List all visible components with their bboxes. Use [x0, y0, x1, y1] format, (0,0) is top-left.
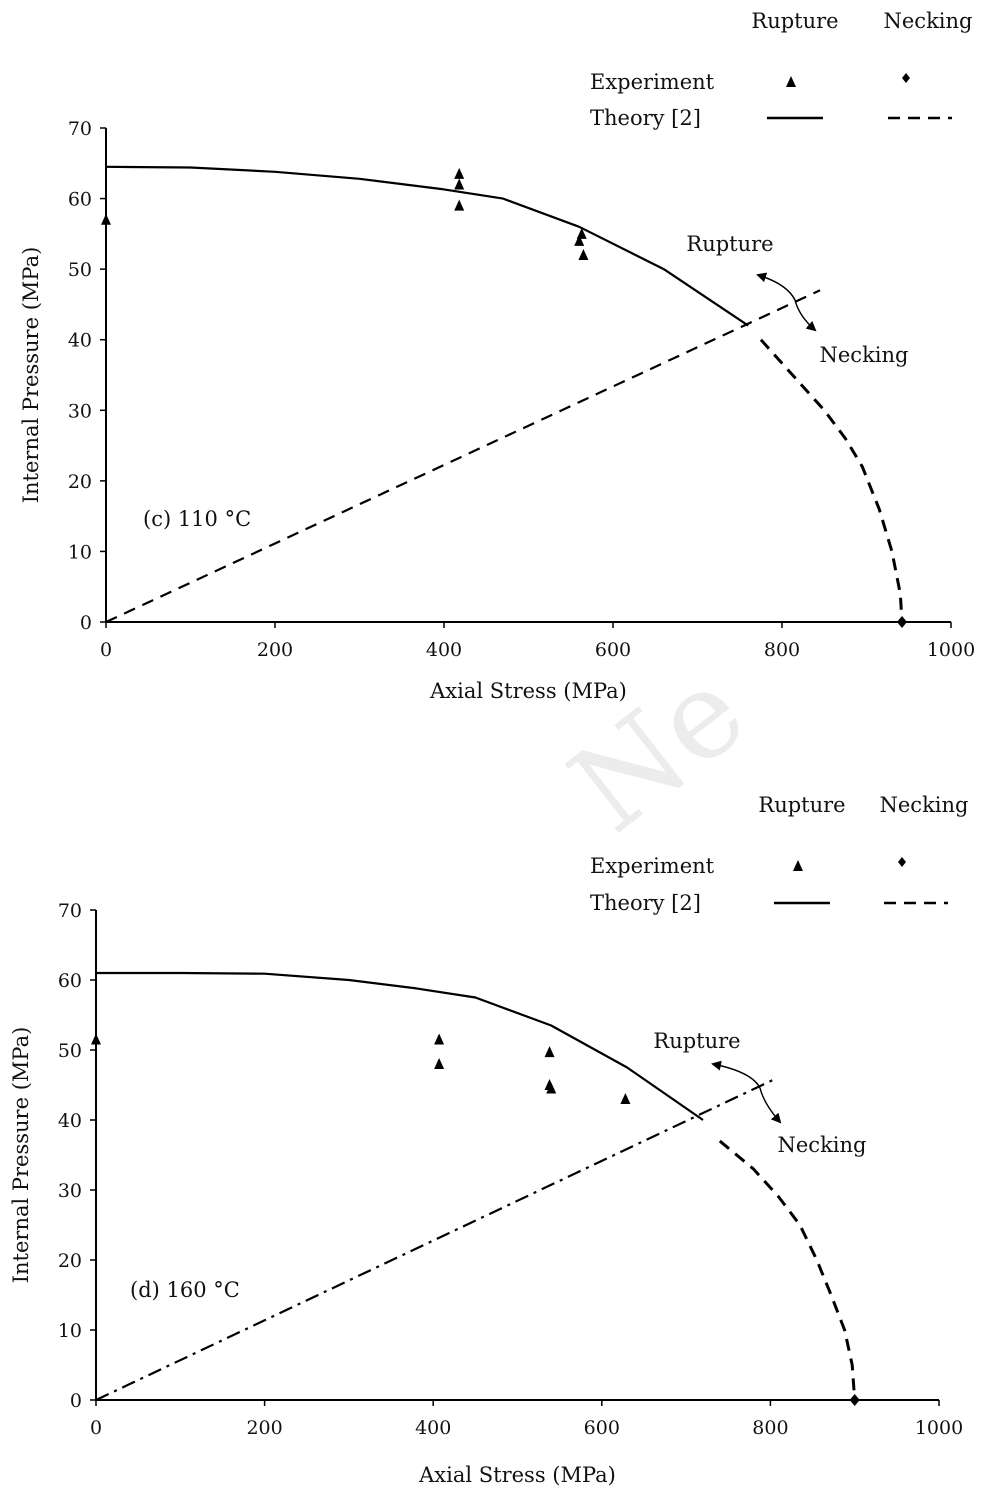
x-axis-label: Axial Stress (MPa)	[418, 1463, 616, 1487]
x-axis-label: Axial Stress (MPa)	[429, 679, 627, 703]
y-tick-label: 70	[58, 900, 82, 922]
rupture-point	[620, 1093, 631, 1104]
y-tick-label: 0	[80, 612, 92, 634]
necking-arrow	[794, 299, 817, 332]
legend-necking-marker	[902, 73, 910, 83]
x-tick-label: 800	[752, 1417, 788, 1439]
theory-rupture-line	[96, 971, 704, 1121]
rupture-arrow-label: Rupture	[653, 1029, 740, 1053]
rupture-point	[454, 199, 465, 211]
x-tick-label: 1000	[927, 639, 975, 661]
rupture-point	[454, 167, 465, 179]
y-axis-label: Internal Pressure (MPa)	[19, 247, 43, 504]
legend: Rupture Necking Experiment Theory [2]	[590, 9, 972, 130]
y-tick-label: 10	[58, 1320, 82, 1342]
x-tick-label: 600	[595, 639, 631, 661]
y-tick-label: 40	[58, 1110, 82, 1132]
y-tick-label: 50	[68, 259, 92, 281]
y-tick-label: 0	[70, 1390, 82, 1412]
legend-row-theory: Theory [2]	[590, 106, 701, 130]
y-tick-label: 10	[68, 541, 92, 563]
y-axis-label: Internal Pressure (MPa)	[9, 1027, 33, 1284]
rupture-arrow	[756, 272, 796, 301]
x-tick-label: 400	[426, 639, 462, 661]
theory-rupture-line	[105, 165, 749, 327]
y-tick-label: 30	[58, 1180, 82, 1202]
necking-arrow-label: Necking	[778, 1133, 867, 1157]
rupture-point	[101, 213, 111, 225]
watermark: Ne	[546, 641, 770, 859]
rupture-point	[574, 234, 585, 246]
y-tick-label: 60	[68, 189, 92, 211]
x-tick-label: 800	[764, 639, 800, 661]
legend-column-rupture: Rupture	[751, 9, 838, 33]
legend-rupture-marker	[793, 860, 803, 871]
rupture-point	[544, 1046, 555, 1058]
legend-row-experiment: Experiment	[590, 854, 715, 878]
legend-column-necking: Necking	[884, 9, 973, 33]
theory-necking-line	[759, 338, 904, 623]
y-tick-label: 40	[68, 330, 92, 352]
legend-row-theory: Theory [2]	[590, 891, 701, 915]
y-tick-label: 20	[68, 471, 92, 493]
legend-necking-marker	[898, 857, 906, 867]
chart-110c: 0 200 400 600 800 1000 0 10 20 30 40 50 60 70 Axial St…	[19, 9, 975, 703]
y-tick-label: 50	[58, 1040, 82, 1062]
rupture-point	[454, 178, 465, 190]
temperature-label: (c) 110 °C	[143, 507, 251, 531]
legend-row-experiment: Experiment	[590, 70, 715, 94]
rupture-point	[91, 1033, 101, 1045]
rupture-point	[546, 1082, 557, 1094]
necking-arrow	[759, 1087, 782, 1124]
chart-160c: 0 200 400 600 800 1000 0 10 20 30 40 50 60 70 Axial St…	[9, 793, 968, 1487]
rupture-arrow	[711, 1060, 761, 1089]
y-tick-label: 30	[68, 400, 92, 422]
necking-point	[896, 616, 907, 628]
legend: Rupture Necking Experiment Theory [2]	[590, 793, 968, 915]
x-tick-label: 200	[257, 639, 293, 661]
temperature-label: (d) 160 °C	[130, 1278, 240, 1302]
rupture-point	[576, 227, 587, 239]
x-tick-label: 400	[415, 1417, 451, 1439]
x-tick-label: 200	[246, 1417, 282, 1439]
rupture-point	[434, 1033, 445, 1045]
x-tick-label: 1000	[915, 1417, 963, 1439]
rupture-point	[578, 249, 589, 261]
y-tick-label: 20	[58, 1250, 82, 1272]
loading-path-line	[105, 289, 821, 623]
x-tick-label: 0	[90, 1417, 102, 1439]
y-tick-label: 70	[68, 118, 92, 140]
necking-point	[849, 1394, 860, 1406]
necking-arrow-label: Necking	[820, 343, 909, 367]
theory-necking-line	[718, 1139, 857, 1401]
legend-column-necking: Necking	[880, 793, 969, 817]
loading-path-line	[95, 1077, 778, 1401]
rupture-arrow-label: Rupture	[686, 232, 773, 256]
legend-column-rupture: Rupture	[758, 793, 845, 817]
legend-rupture-marker	[786, 76, 796, 87]
y-tick-label: 60	[58, 970, 82, 992]
x-tick-label: 0	[100, 639, 112, 661]
rupture-point	[434, 1058, 445, 1069]
x-tick-label: 600	[584, 1417, 620, 1439]
